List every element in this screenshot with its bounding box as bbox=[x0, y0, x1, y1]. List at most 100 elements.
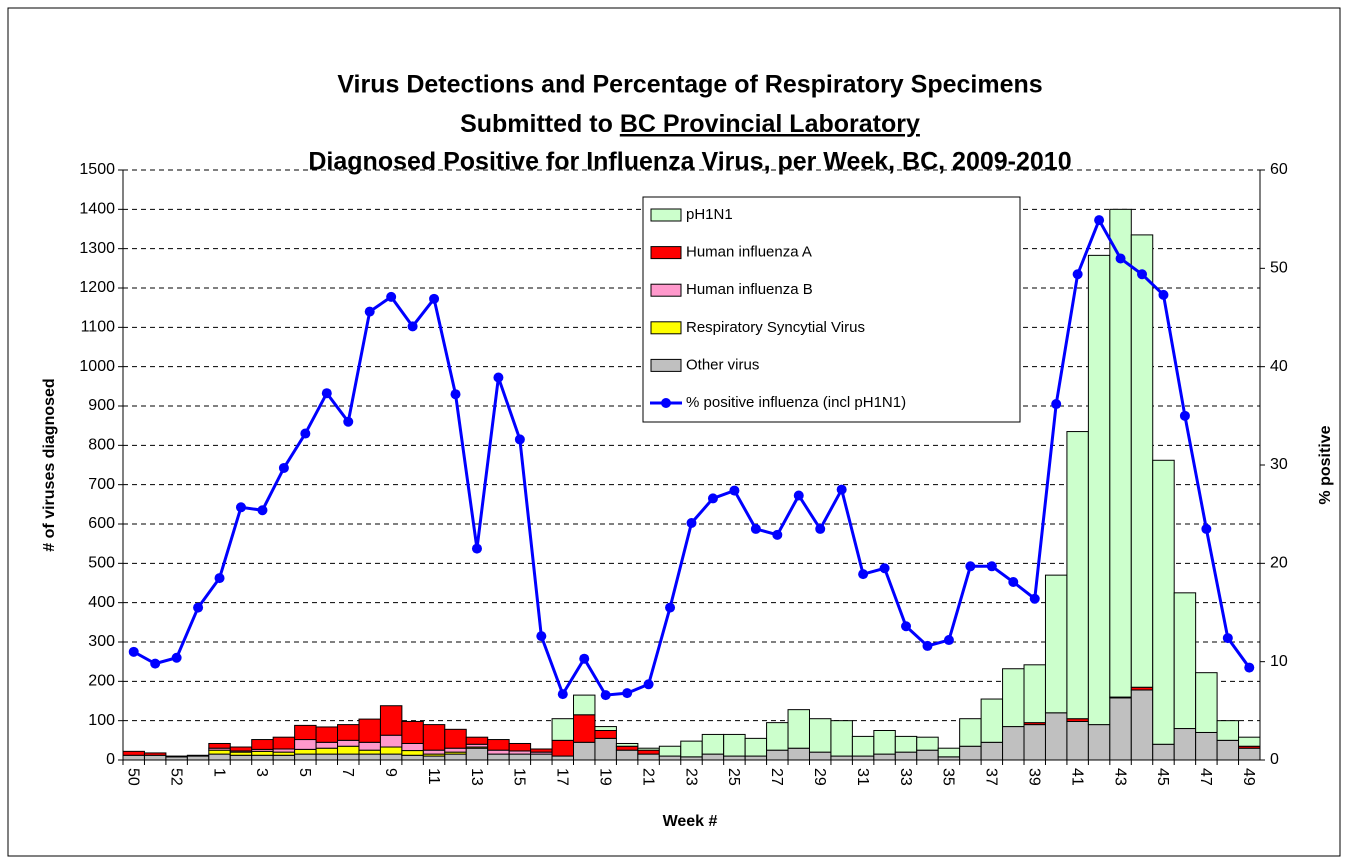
bar-segment bbox=[508, 742, 532, 752]
chart-title: Submitted to BC Provincial Laboratory bbox=[460, 110, 920, 138]
bar-segment bbox=[1066, 720, 1089, 761]
x-tick-label: 21 bbox=[639, 768, 656, 786]
bar-segment bbox=[337, 745, 360, 755]
bar-segment bbox=[1152, 459, 1175, 745]
bar-segment bbox=[358, 718, 381, 743]
x-tick-label: 3 bbox=[253, 768, 270, 777]
x-tick-label: 43 bbox=[1111, 768, 1128, 786]
line-marker bbox=[579, 653, 590, 664]
bar-segment bbox=[337, 753, 360, 761]
bar-segment bbox=[379, 734, 403, 748]
bar-segment bbox=[808, 718, 832, 753]
x-tick-label: 23 bbox=[682, 768, 699, 786]
bar-segment bbox=[294, 739, 317, 750]
bar-segment bbox=[1109, 697, 1132, 761]
bar-segment bbox=[229, 746, 253, 752]
line-marker bbox=[686, 518, 697, 529]
x-tick-label: 9 bbox=[382, 768, 399, 777]
chart-title-part: Submitted to bbox=[460, 110, 613, 138]
bar-segment bbox=[658, 755, 682, 761]
bar-segment bbox=[122, 754, 145, 761]
line-marker bbox=[278, 462, 289, 473]
bar-segment bbox=[766, 749, 789, 761]
bar-segment bbox=[487, 739, 510, 751]
x-tick-label: 45 bbox=[1154, 768, 1171, 786]
x-tick-label: 1 bbox=[210, 768, 227, 777]
bar-segment bbox=[1216, 739, 1240, 761]
bar-segment bbox=[251, 750, 274, 756]
bar-segment bbox=[294, 748, 317, 755]
line-marker bbox=[536, 631, 547, 642]
bar-segment bbox=[1195, 731, 1218, 761]
legend-marker bbox=[661, 398, 671, 408]
legend-label: Other virus bbox=[686, 356, 759, 373]
bar-segment bbox=[143, 754, 167, 761]
line-marker bbox=[1115, 253, 1126, 264]
line-marker bbox=[965, 561, 976, 572]
line-marker bbox=[300, 428, 311, 439]
bar-segment bbox=[251, 739, 274, 750]
y-tick-label: 100 bbox=[88, 712, 115, 729]
x-tick-label: 11 bbox=[425, 768, 442, 785]
y-tick-label: 400 bbox=[88, 594, 115, 611]
line-marker bbox=[943, 635, 954, 646]
bar-segment bbox=[1044, 574, 1068, 714]
line-marker bbox=[493, 372, 504, 383]
y2-tick-label: 10 bbox=[1270, 653, 1288, 670]
line-marker bbox=[407, 321, 418, 332]
line-marker bbox=[901, 621, 912, 632]
bar-segment bbox=[808, 751, 832, 761]
bar-segment bbox=[1238, 736, 1261, 747]
bar-segment bbox=[272, 736, 296, 750]
bar-segment bbox=[937, 747, 961, 758]
x-tick-label: 13 bbox=[468, 768, 485, 786]
line-marker bbox=[128, 646, 139, 657]
legend: pH1N1 Human influenza A Human influenza B R… bbox=[642, 196, 1021, 423]
legend-label: Human influenza A bbox=[686, 244, 812, 261]
y2-tick-label: 40 bbox=[1270, 358, 1288, 375]
bar-segment bbox=[379, 705, 403, 736]
legend-label: Human influenza B bbox=[686, 281, 813, 298]
x-tick-label: 52 bbox=[167, 768, 184, 786]
bar-segment bbox=[315, 741, 339, 749]
bar-segment bbox=[272, 754, 296, 761]
bar-segment bbox=[379, 753, 403, 761]
bar-segment bbox=[294, 753, 317, 761]
line-marker bbox=[1222, 633, 1233, 644]
line-marker bbox=[1051, 399, 1062, 410]
bar-segment bbox=[551, 739, 575, 757]
line-marker bbox=[643, 679, 654, 690]
bar-segment bbox=[830, 720, 853, 757]
line-marker bbox=[1179, 410, 1190, 421]
bar-segment bbox=[1023, 664, 1046, 724]
bar-segment bbox=[444, 728, 467, 749]
line-marker bbox=[750, 523, 761, 534]
bar-segment bbox=[680, 740, 703, 758]
y-tick-label: 200 bbox=[88, 673, 115, 690]
bar-segment bbox=[337, 739, 360, 747]
x-tick-label: 49 bbox=[1240, 768, 1257, 786]
legend-swatch bbox=[650, 208, 682, 222]
y2-axis-title: % positive bbox=[1317, 425, 1334, 504]
line-marker bbox=[514, 434, 525, 445]
bar-segment bbox=[208, 749, 231, 755]
bar-segment bbox=[1023, 724, 1046, 761]
bar-segment bbox=[530, 753, 553, 761]
bar-segment bbox=[337, 724, 360, 741]
y-tick-label: 1100 bbox=[81, 319, 116, 336]
bar-segment bbox=[315, 753, 339, 761]
bar-segment bbox=[637, 747, 660, 751]
y-tick-label: 1500 bbox=[79, 161, 115, 178]
y2-tick-label: 60 bbox=[1270, 161, 1288, 178]
bar-segment bbox=[208, 753, 231, 761]
x-tick-label: 15 bbox=[511, 768, 528, 786]
y-axis-title: # of viruses diagnosed bbox=[41, 378, 58, 551]
bar-segment bbox=[208, 742, 231, 749]
x-tick-label: 29 bbox=[811, 768, 828, 786]
bar-segment bbox=[165, 755, 188, 758]
line-marker bbox=[600, 690, 611, 701]
bar-segment bbox=[422, 755, 446, 761]
line-marker bbox=[1008, 577, 1019, 588]
x-tick-label: 37 bbox=[983, 768, 1000, 786]
y2-tick-label: 20 bbox=[1270, 555, 1288, 572]
